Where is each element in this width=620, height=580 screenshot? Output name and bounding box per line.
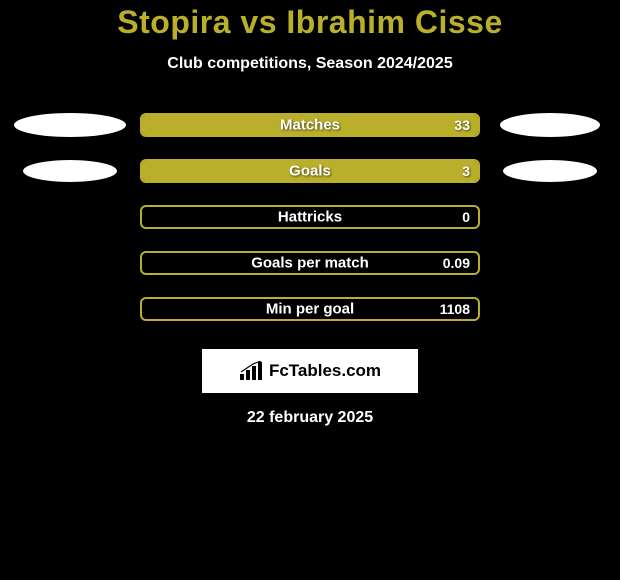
stat-bar: Min per goal1108 (140, 297, 480, 321)
chart-icon (239, 361, 263, 381)
stat-value: 1108 (440, 301, 470, 317)
stat-bar: Matches33 (140, 113, 480, 137)
stat-row: Hattricks0 (0, 205, 620, 229)
left-ellipse (14, 113, 126, 137)
left-slot (10, 113, 130, 137)
stat-row: Goals per match0.09 (0, 251, 620, 275)
right-ellipse (503, 160, 597, 182)
right-slot (490, 113, 610, 137)
stat-bar-fill (142, 115, 478, 135)
left-slot (10, 160, 130, 182)
stat-row: Matches33 (0, 113, 620, 137)
stat-label: Goals per match (142, 255, 478, 272)
stat-bar: Hattricks0 (140, 205, 480, 229)
stat-bar: Goals3 (140, 159, 480, 183)
date-text: 22 february 2025 (0, 409, 620, 427)
stats-rows: Matches33 Goals3 Hattricks0 Goals per match… (0, 113, 620, 321)
stat-bar-fill (142, 161, 478, 181)
stat-row: Goals3 (0, 159, 620, 183)
left-ellipse (23, 160, 117, 182)
stat-value: 0.09 (443, 255, 470, 271)
right-slot (490, 160, 610, 182)
subtitle: Club competitions, Season 2024/2025 (0, 55, 620, 73)
right-ellipse (500, 113, 600, 137)
stat-label: Hattricks (142, 209, 478, 226)
stat-value: 0 (462, 209, 470, 225)
stat-label: Min per goal (142, 301, 478, 318)
logo-box: FcTables.com (202, 349, 418, 393)
page-title: Stopira vs Ibrahim Cisse (0, 4, 620, 41)
stat-bar: Goals per match0.09 (140, 251, 480, 275)
stat-row: Min per goal1108 (0, 297, 620, 321)
logo-text: FcTables.com (269, 361, 381, 381)
